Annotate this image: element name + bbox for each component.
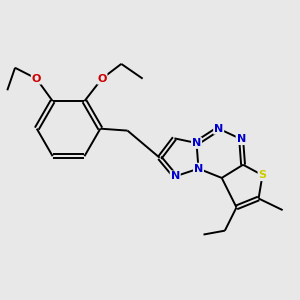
- Text: N: N: [192, 138, 201, 148]
- Text: N: N: [171, 171, 180, 182]
- Text: O: O: [32, 74, 41, 84]
- Text: O: O: [97, 74, 106, 84]
- Text: N: N: [236, 134, 246, 144]
- Text: N: N: [214, 124, 223, 134]
- Text: N: N: [194, 164, 203, 174]
- Text: S: S: [259, 170, 266, 180]
